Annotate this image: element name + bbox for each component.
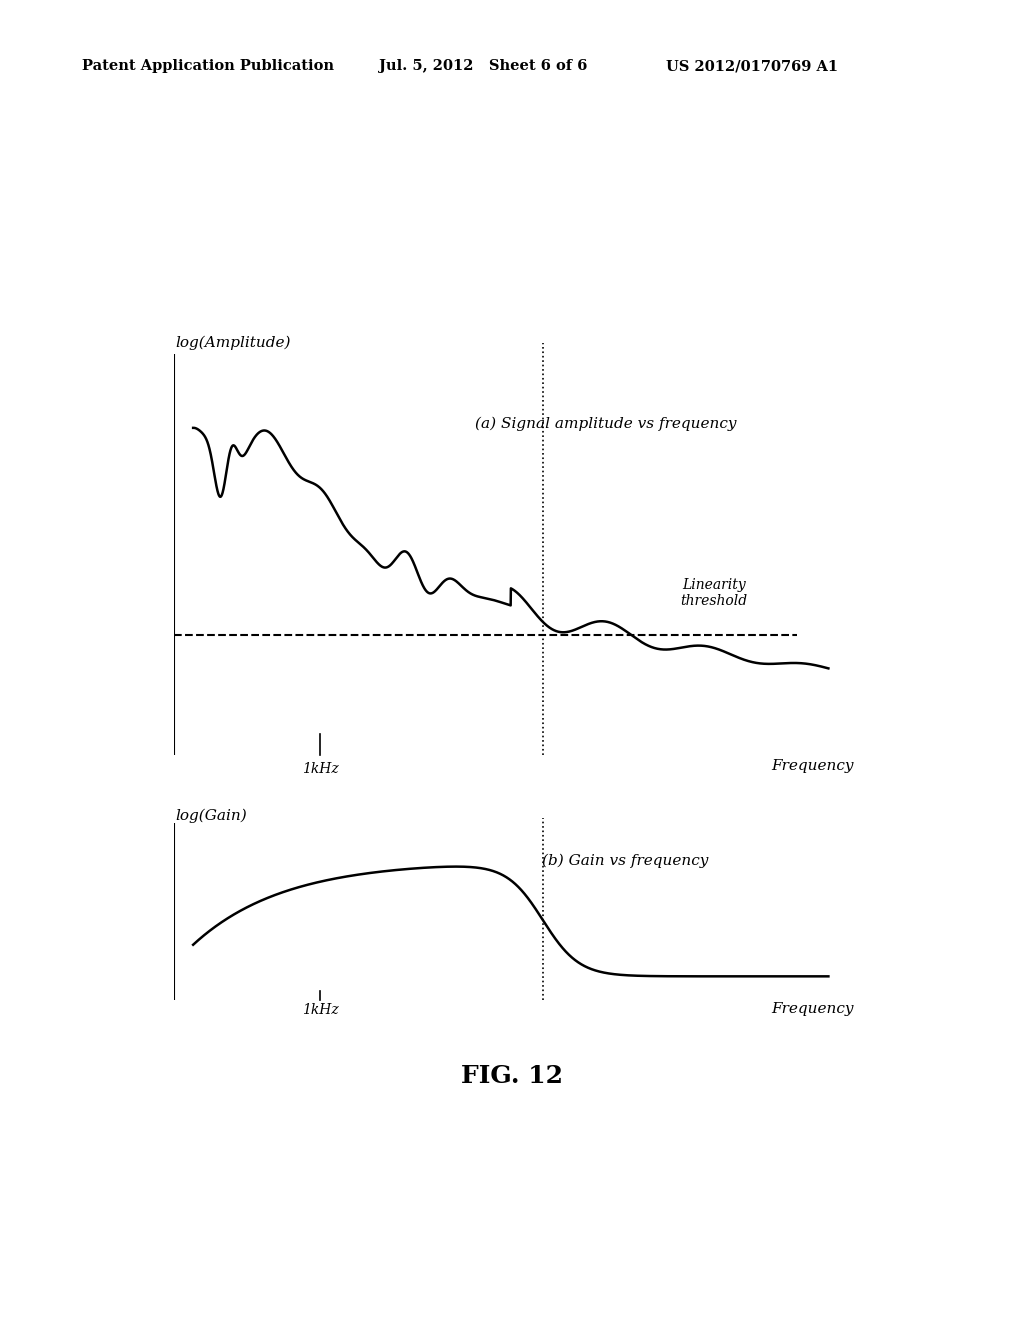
Text: (b) Gain vs frequency: (b) Gain vs frequency (542, 854, 709, 869)
Text: 1kHz: 1kHz (302, 1003, 339, 1018)
Text: (a) Signal amplitude vs frequency: (a) Signal amplitude vs frequency (475, 417, 737, 432)
Text: US 2012/0170769 A1: US 2012/0170769 A1 (666, 59, 838, 74)
Text: Frequency: Frequency (771, 1002, 854, 1015)
Text: Jul. 5, 2012   Sheet 6 of 6: Jul. 5, 2012 Sheet 6 of 6 (379, 59, 587, 74)
Text: log(Gain): log(Gain) (175, 809, 247, 824)
Text: Frequency: Frequency (771, 759, 854, 772)
Text: log(Amplitude): log(Amplitude) (175, 335, 291, 350)
Text: 1kHz: 1kHz (302, 762, 339, 776)
Text: FIG. 12: FIG. 12 (461, 1064, 563, 1088)
Text: Patent Application Publication: Patent Application Publication (82, 59, 334, 74)
Text: Linearity
threshold: Linearity threshold (681, 578, 748, 609)
